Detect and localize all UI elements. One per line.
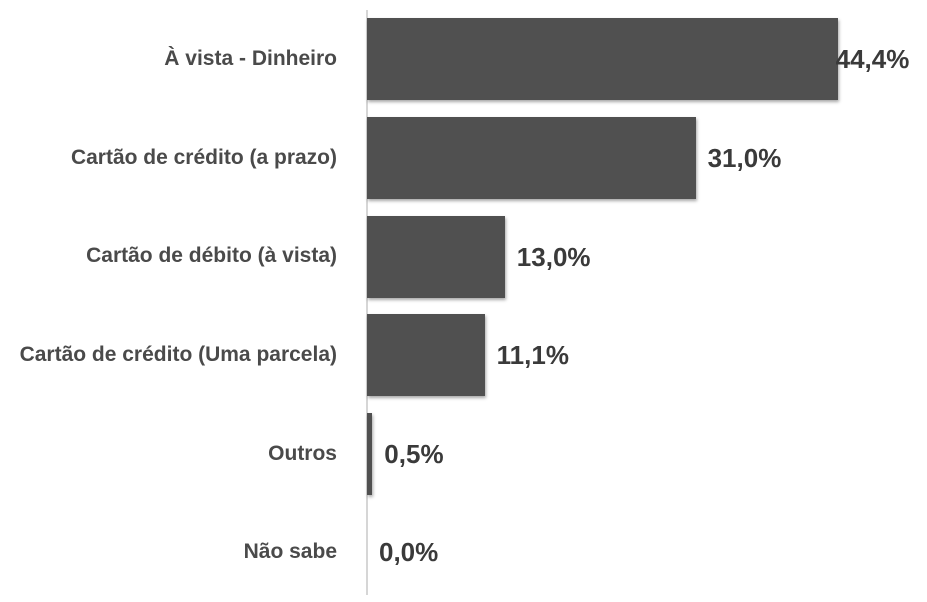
value-label: 0,5% [384, 438, 444, 469]
value-label: 0,0% [379, 537, 439, 568]
category-label: Outros [268, 441, 337, 465]
value-label: 11,1% [496, 340, 569, 371]
bar [367, 412, 373, 495]
category-label: Cartão de crédito (a prazo) [70, 145, 337, 169]
value-label: 31,0% [707, 142, 782, 173]
bar [367, 116, 696, 199]
bar [367, 18, 838, 101]
category-label: Não sabe [243, 540, 337, 564]
category-label: À vista - Dinheiro [164, 47, 337, 71]
category-label: Cartão de débito (à vista) [86, 244, 337, 268]
category-axis [366, 10, 368, 595]
value-label: 13,0% [516, 241, 591, 272]
value-label: 44,4% [835, 44, 910, 75]
category-label: Cartão de crédito (Uma parcela) [19, 343, 337, 367]
bar [367, 314, 485, 397]
bar [367, 215, 505, 298]
